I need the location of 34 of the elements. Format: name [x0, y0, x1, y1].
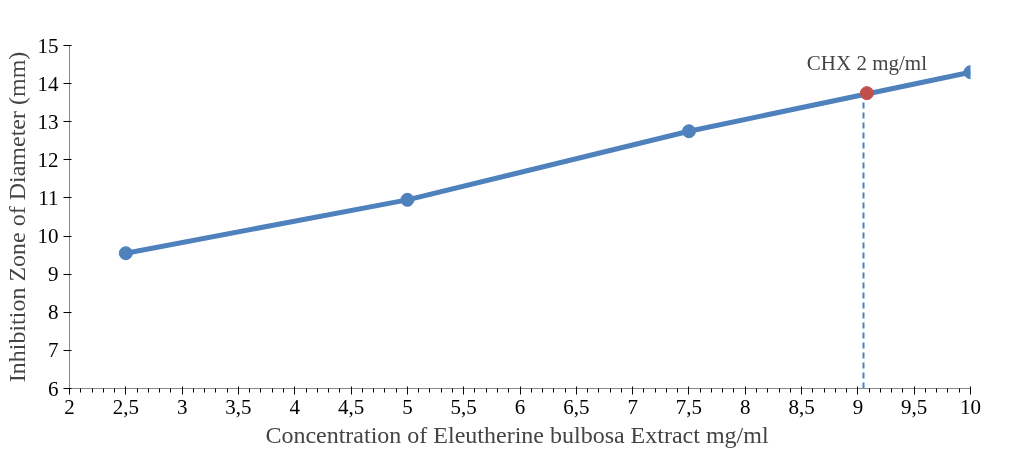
x-tick-label: 8	[740, 394, 751, 419]
y-tick-label: 7	[48, 338, 59, 363]
x-axis-title: Concentration of Eleutherine bulbosa Extract mg/ml	[265, 421, 769, 448]
x-tick-label: 2,5	[112, 394, 139, 419]
x-tick-label: 7,5	[675, 394, 703, 419]
point	[400, 192, 415, 207]
y-tick-label: 12	[37, 147, 59, 172]
y-tick-label: 9	[48, 262, 59, 287]
x-tick-label: 2	[64, 394, 75, 419]
x-tick-label: 3,5	[225, 394, 252, 419]
y-tick-label: 15	[37, 33, 59, 58]
point	[859, 86, 874, 101]
y-tick-label: 6	[48, 376, 59, 401]
x-tick-label: 5,5	[450, 394, 477, 419]
x-tick-label: 10	[960, 394, 981, 419]
x-tick-label: 9	[852, 394, 864, 419]
y-tick-label: 13	[37, 109, 59, 134]
x-tick-label: 6	[514, 394, 526, 419]
y-tick-label: 14	[37, 71, 59, 96]
x-tick-label: 6,5	[563, 394, 590, 419]
x-tick-label: 4,5	[337, 394, 365, 419]
x-tick-label: 4	[289, 394, 301, 419]
x-tick-label: 7	[627, 394, 638, 419]
point	[118, 246, 133, 261]
x-tick-label: 3	[176, 394, 188, 419]
y-tick-label: 10	[37, 224, 59, 249]
x-tick-label: 8,5	[788, 394, 815, 419]
x-tick-label: 9,5	[901, 394, 928, 419]
x-tick-label: 5	[402, 394, 413, 419]
y-axis-title: Inhibition Zone of Diameter (mm)	[3, 51, 30, 383]
annotation: CHX 2 mg/ml	[806, 51, 928, 76]
y-tick-label: 8	[48, 300, 59, 325]
y-tick-label: 11	[38, 185, 59, 210]
point	[681, 124, 696, 139]
